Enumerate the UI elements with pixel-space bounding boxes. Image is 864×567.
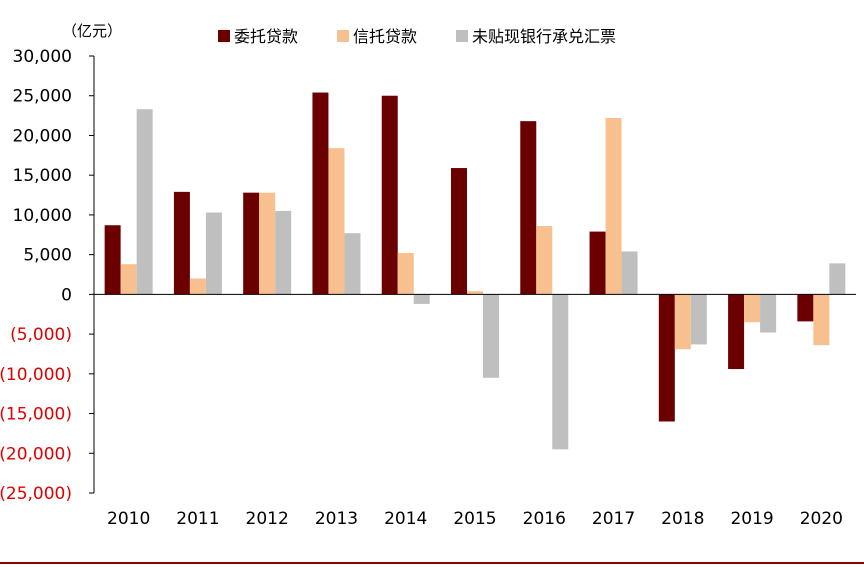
- bar-series-2-2011: [189, 278, 206, 295]
- bar-series-1-2010: [104, 225, 121, 295]
- x-tick-label: 2012: [246, 509, 289, 529]
- x-tick-label: 2017: [592, 509, 635, 529]
- bar-series-2-2016: [536, 226, 553, 295]
- bar-series-1-2011: [173, 191, 190, 295]
- bar-series-1-2016: [520, 121, 537, 295]
- bar-series-3-2016: [552, 294, 569, 450]
- bar-series-1-2012: [243, 192, 260, 295]
- bar-series-1-2014: [381, 95, 398, 295]
- bar-series-1-2015: [451, 168, 467, 295]
- y-tick-label: 5,000: [23, 246, 72, 266]
- bar-series-3-2013: [344, 233, 361, 295]
- bar-series-2-2017: [605, 117, 622, 295]
- legend-label-series-3: 未贴现银行承兑汇票: [472, 27, 616, 46]
- bar-series-3-2010: [136, 109, 153, 295]
- y-tick-label: 0: [61, 285, 72, 305]
- x-axis-labels: 2010 2011 2012 2013 2014 2015 2016 2017 2018 2019…: [107, 509, 843, 529]
- bar-series-1-2019: [728, 294, 745, 370]
- x-tick-label: 2014: [384, 509, 427, 529]
- bar-series-3-2017: [621, 251, 638, 295]
- x-tick-label: 2013: [315, 509, 358, 529]
- y-axis-ticks: 30,000 25,000 20,000 15,000 10,000 5,000 0 (5,0…: [0, 47, 94, 504]
- y-tick-label: 20,000: [13, 126, 72, 146]
- x-tick-label: 2019: [730, 509, 773, 529]
- legend-label-series-2: 信托贷款: [353, 27, 417, 46]
- bar-series-3-2020: [829, 263, 846, 295]
- unit-label: （亿元）: [62, 22, 122, 40]
- bar-series-1-2017: [589, 231, 606, 295]
- legend-label-series-1: 委托贷款: [234, 27, 298, 46]
- y-tick-label: (15,000): [0, 405, 72, 425]
- bar-series-1-2018: [658, 294, 675, 422]
- bar-series-2-2018: [674, 294, 691, 350]
- y-tick-label: 30,000: [13, 47, 72, 67]
- bars-layer: [104, 92, 846, 450]
- legend-swatch-series-3: [456, 30, 468, 42]
- x-tick-label: 2020: [800, 509, 843, 529]
- x-tick-label: 2011: [176, 509, 219, 529]
- bar-series-3-2014: [413, 294, 430, 304]
- y-tick-label: (20,000): [0, 444, 72, 464]
- bar-series-3-2019: [760, 294, 777, 333]
- bar-series-1-2020: [797, 294, 814, 322]
- y-tick-label: (25,000): [0, 484, 72, 504]
- y-tick-label: (5,000): [10, 325, 72, 345]
- legend: 委托贷款 信托贷款 未贴现银行承兑汇票: [218, 27, 616, 46]
- legend-swatch-series-2: [337, 30, 349, 42]
- bar-series-3-2012: [275, 210, 292, 295]
- bar-series-3-2011: [205, 212, 222, 295]
- bar-series-3-2015: [483, 294, 499, 378]
- bar-series-1-2013: [312, 92, 329, 295]
- y-tick-label: 15,000: [13, 166, 72, 186]
- bar-series-2-2015: [467, 291, 483, 295]
- bar-series-2-2010: [120, 264, 137, 295]
- x-tick-label: 2015: [453, 509, 496, 529]
- legend-swatch-series-1: [218, 30, 230, 42]
- y-tick-label: (10,000): [0, 365, 72, 385]
- x-tick-label: 2018: [661, 509, 704, 529]
- x-tick-label: 2016: [523, 509, 566, 529]
- bar-series-2-2014: [397, 253, 414, 295]
- bar-series-2-2012: [259, 192, 276, 295]
- bar-series-3-2018: [690, 294, 707, 345]
- x-tick-label: 2010: [107, 509, 150, 529]
- y-tick-label: 25,000: [13, 87, 72, 107]
- y-tick-label: 10,000: [13, 206, 72, 226]
- bar-series-2-2020: [813, 294, 830, 346]
- bar-series-2-2013: [328, 148, 345, 295]
- bar-series-2-2019: [744, 294, 761, 323]
